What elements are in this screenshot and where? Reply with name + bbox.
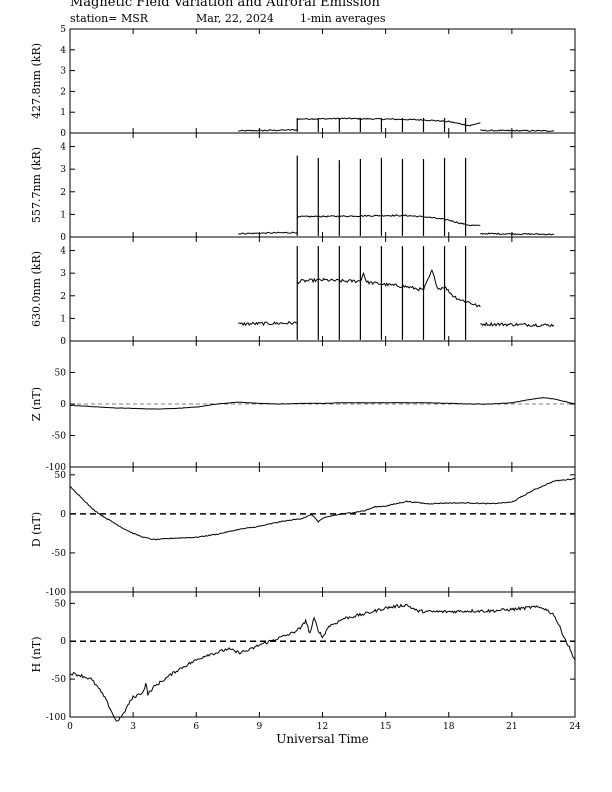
y-axis-label: 427.8nm (kR)	[30, 43, 43, 119]
x-tick-label: 18	[443, 722, 455, 732]
x-axis-label: Universal Time	[276, 732, 369, 746]
y-tick-label: 3	[60, 67, 66, 77]
y-tick-label: 50	[55, 599, 67, 609]
y-axis-label: H (nT)	[30, 636, 43, 672]
station-label: station= MSR	[70, 12, 149, 25]
averaging-label: 1-min averages	[300, 12, 386, 25]
x-tick-label: 15	[380, 722, 392, 732]
chart-title: Magnetic Field Variation and Auroral Emi…	[70, 0, 380, 10]
panel-frame-1	[69, 132, 576, 238]
date-label: Mar, 22, 2024	[196, 12, 274, 25]
y-tick-label: 1	[60, 210, 66, 220]
y-tick-label: 2	[60, 87, 66, 97]
y-tick-label: 0	[60, 337, 66, 347]
y-tick-label: -100	[46, 588, 66, 598]
series-line-4-0	[69, 478, 576, 541]
panel-frame-0	[69, 28, 576, 134]
x-tick-label: 24	[569, 722, 581, 732]
series-line-1-1	[296, 214, 481, 227]
series-line-0-1	[296, 117, 481, 127]
series-line-2-2	[480, 321, 555, 328]
x-tick-label: 0	[67, 722, 73, 732]
y-tick-label: -50	[52, 675, 67, 685]
series-line-3-0	[69, 396, 576, 410]
y-axis-label: D (nT)	[30, 512, 43, 547]
series-line-1-2	[480, 232, 555, 236]
y-axis-label: Z (nT)	[30, 387, 43, 421]
y-tick-label: 2	[60, 292, 66, 302]
series-line-2-1	[296, 269, 481, 308]
x-tick-label: 9	[257, 722, 263, 732]
y-tick-label: 0	[60, 637, 66, 647]
x-tick-label: 12	[317, 722, 328, 732]
y-tick-label: 0	[60, 129, 66, 139]
x-tick-label: 6	[193, 722, 199, 732]
x-tick-label: 3	[130, 722, 136, 732]
panel-frame-4	[69, 466, 576, 593]
y-tick-label: -100	[46, 463, 66, 473]
y-axis-label: 557.7nm (kR)	[30, 147, 43, 223]
series-line-2-0	[238, 321, 298, 327]
y-tick-label: 1	[60, 108, 66, 118]
y-tick-label: -100	[46, 713, 66, 723]
x-tick-label: 21	[506, 722, 517, 732]
y-axis-label: 630.0nm (kR)	[30, 251, 43, 327]
y-tick-label: 3	[60, 269, 66, 279]
series-line-0-0	[238, 128, 298, 132]
y-tick-label: 4	[60, 247, 66, 257]
y-tick-label: 3	[60, 165, 66, 175]
series-line-0-2	[480, 129, 554, 132]
y-tick-label: 0	[60, 400, 66, 410]
y-tick-label: 1	[60, 314, 66, 324]
y-tick-label: 0	[60, 233, 66, 243]
series-line-1-0	[238, 231, 298, 235]
y-tick-label: 2	[60, 188, 66, 198]
y-tick-label: -50	[52, 549, 67, 559]
y-tick-label: 0	[60, 510, 66, 520]
series-line-5-0	[69, 603, 576, 722]
y-tick-label: 4	[60, 143, 66, 153]
y-tick-label: 4	[60, 46, 66, 56]
y-tick-label: 5	[60, 25, 66, 35]
y-tick-label: 50	[55, 369, 67, 379]
y-tick-label: -50	[52, 432, 67, 442]
y-tick-label: 50	[55, 471, 67, 481]
